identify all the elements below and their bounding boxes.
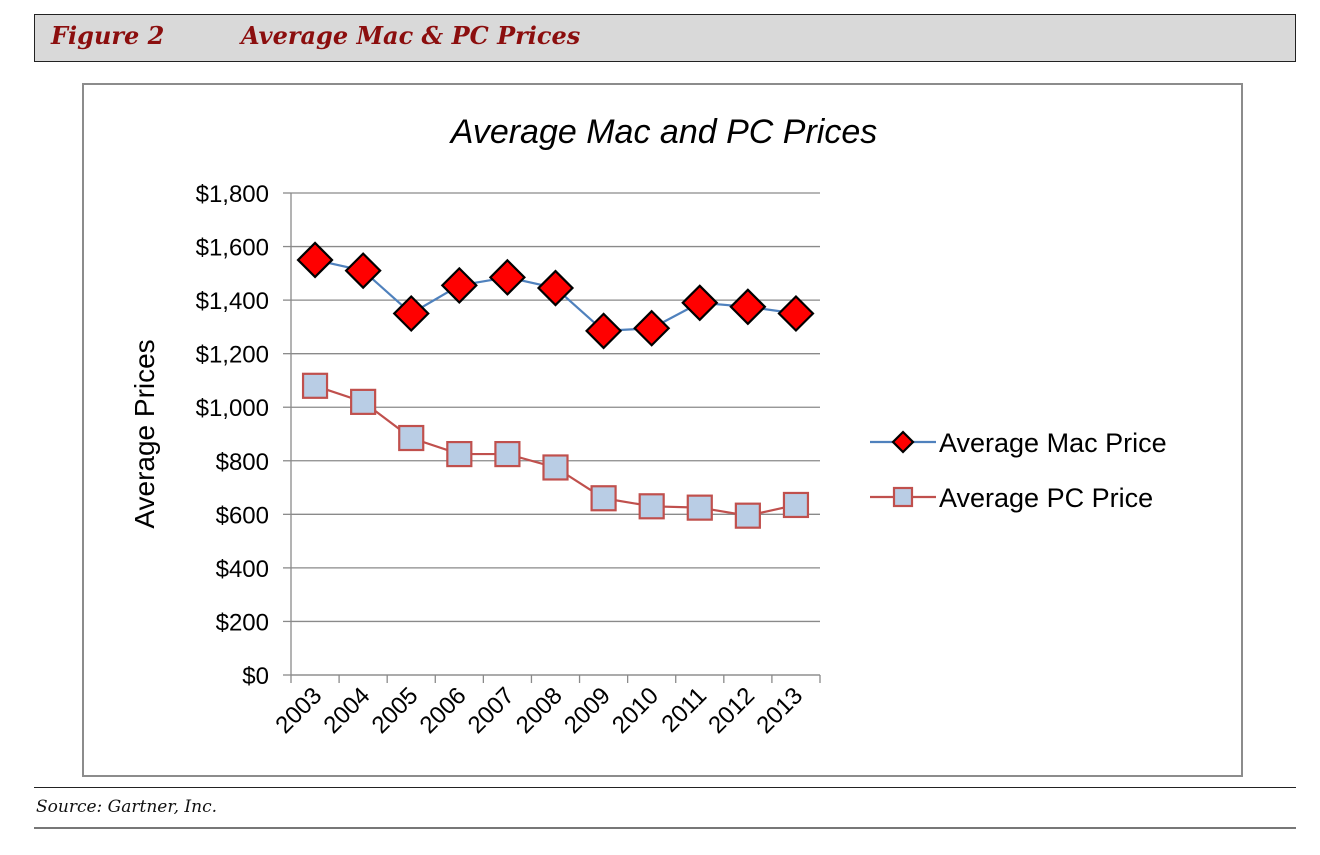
mac-price-marker	[392, 294, 430, 333]
mac-price-marker	[488, 258, 526, 296]
y-tick-label: $1,000	[196, 395, 269, 422]
chart-frame: Average Mac and PC Prices Average Prices…	[82, 83, 1243, 777]
x-tick-label: 2006	[415, 682, 472, 739]
y-tick-labels: $0 $200 $400 $600 $800 $1,000 $1,200 $1,400 $1,6…	[196, 181, 269, 690]
legend-marker	[891, 430, 915, 454]
mac-price-marker	[440, 266, 478, 304]
pc-price-marker	[734, 502, 761, 529]
x-tick-label: 2011	[656, 682, 712, 738]
legend: Average Mac Price Average PC Price	[870, 428, 1167, 513]
y-tick-label: $600	[216, 502, 269, 529]
y-tick-label: $1,800	[196, 181, 269, 208]
mac-price-series	[296, 241, 815, 350]
pc-price-series	[301, 372, 810, 529]
pc-price-marker	[590, 485, 617, 512]
x-tick-labels: 2003200420052006200720082009201020112012…	[270, 682, 808, 739]
y-tick-label: $800	[216, 449, 269, 476]
mac-price-marker	[344, 252, 382, 290]
pc-price-marker	[398, 424, 425, 452]
footer-rule-top	[34, 787, 1296, 788]
pc-price-marker	[494, 440, 521, 468]
x-tick-label: 2007	[463, 682, 520, 739]
y-tick-label: $200	[216, 609, 269, 636]
y-tick-label: $0	[242, 663, 269, 690]
legend-label: Average PC Price	[939, 483, 1153, 513]
y-tick-label: $1,600	[196, 235, 269, 262]
pc-price-marker	[686, 494, 713, 521]
pc-price-marker	[301, 372, 329, 399]
line-chart: Average Mac and PC Prices Average Prices…	[129, 113, 1167, 739]
legend-item: Average PC Price	[870, 483, 1153, 513]
pc-price-marker	[446, 440, 473, 468]
mac-price-marker	[633, 309, 671, 347]
mac-price-marker	[296, 241, 334, 279]
figure-title: Average Mac & PC Prices	[241, 21, 581, 50]
pc-price-marker	[350, 388, 377, 415]
mac-price-marker	[585, 312, 623, 350]
x-tick-label: 2003	[270, 682, 327, 739]
x-tick-label: 2008	[511, 682, 568, 739]
x-tick-label: 2004	[319, 682, 376, 739]
mac-price-marker	[681, 284, 719, 322]
chart-title: Average Mac and PC Prices	[449, 113, 877, 151]
x-tick-label: 2009	[559, 682, 616, 739]
axes	[283, 192, 821, 683]
x-tick-label: 2013	[751, 682, 808, 739]
pc-price-marker	[542, 454, 569, 481]
footer-rule-bottom	[34, 827, 1296, 829]
x-tick-label: 2010	[607, 682, 664, 739]
source-note: Source: Gartner, Inc.	[36, 797, 218, 817]
figure-header: Figure 2 Average Mac & PC Prices	[34, 14, 1296, 62]
x-tick-label: 2012	[703, 682, 760, 739]
data-series	[296, 241, 815, 529]
legend-item: Average Mac Price	[870, 428, 1167, 458]
x-tick-label: 2005	[367, 682, 424, 739]
pc-price-marker	[638, 493, 665, 520]
y-axis-label: Average Prices	[129, 339, 160, 528]
mac-price-marker	[729, 288, 767, 326]
figure-label: Figure 2	[51, 21, 165, 50]
legend-label: Average Mac Price	[939, 428, 1167, 458]
legend-marker	[892, 486, 914, 508]
y-tick-label: $1,400	[196, 288, 269, 315]
mac-price-marker	[536, 269, 575, 307]
pc-price-line	[314, 384, 797, 517]
pc-price-marker	[782, 491, 810, 519]
mac-price-marker	[777, 294, 815, 333]
y-tick-label: $1,200	[196, 342, 269, 369]
y-tick-label: $400	[216, 556, 269, 583]
